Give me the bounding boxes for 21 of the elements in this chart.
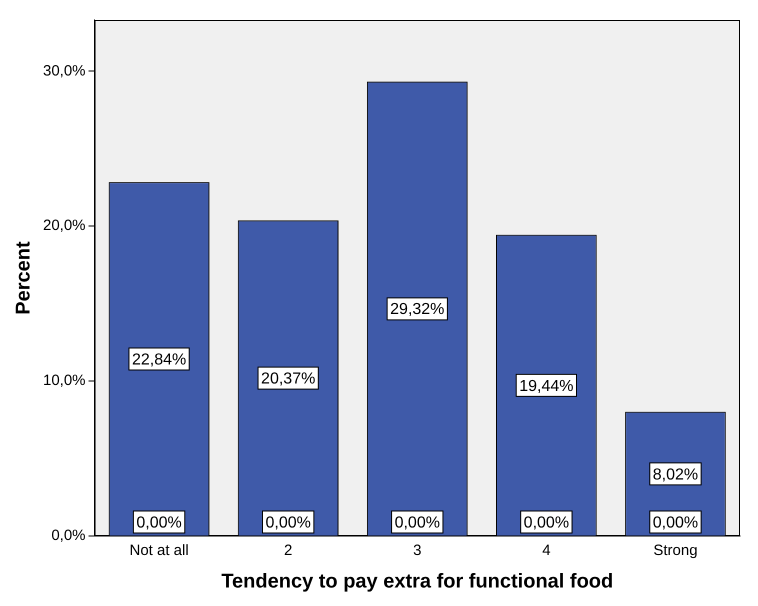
y-tick-label: 20,0% — [42, 217, 86, 234]
annotation: 0,00% — [652, 514, 698, 532]
annotation: 0,00% — [136, 514, 182, 532]
annotation: 0,00% — [265, 514, 311, 532]
y-axis-title: Percent — [12, 240, 35, 315]
annotation: 0,00% — [524, 514, 570, 532]
y-tick-label: 0,0% — [51, 527, 86, 544]
data-label: 22,84% — [132, 351, 186, 368]
x-axis-title: Tendency to pay extra for functional food — [221, 570, 614, 593]
data-label: 20,37% — [261, 370, 316, 388]
x-tick-label: 2 — [284, 542, 292, 560]
y-tick-label: 30,0% — [42, 62, 86, 80]
data-label: 29,32% — [390, 301, 444, 318]
x-tick-label: Not at all — [129, 542, 189, 560]
data-label: 8,02% — [652, 466, 698, 484]
data-label: 19,44% — [519, 378, 574, 395]
annotation: 0,00% — [394, 514, 440, 532]
x-tick-label: 3 — [413, 542, 422, 560]
y-tick-label: 10,0% — [42, 372, 86, 390]
x-tick-label: 4 — [542, 542, 551, 560]
x-tick-label: Strong — [653, 542, 698, 560]
